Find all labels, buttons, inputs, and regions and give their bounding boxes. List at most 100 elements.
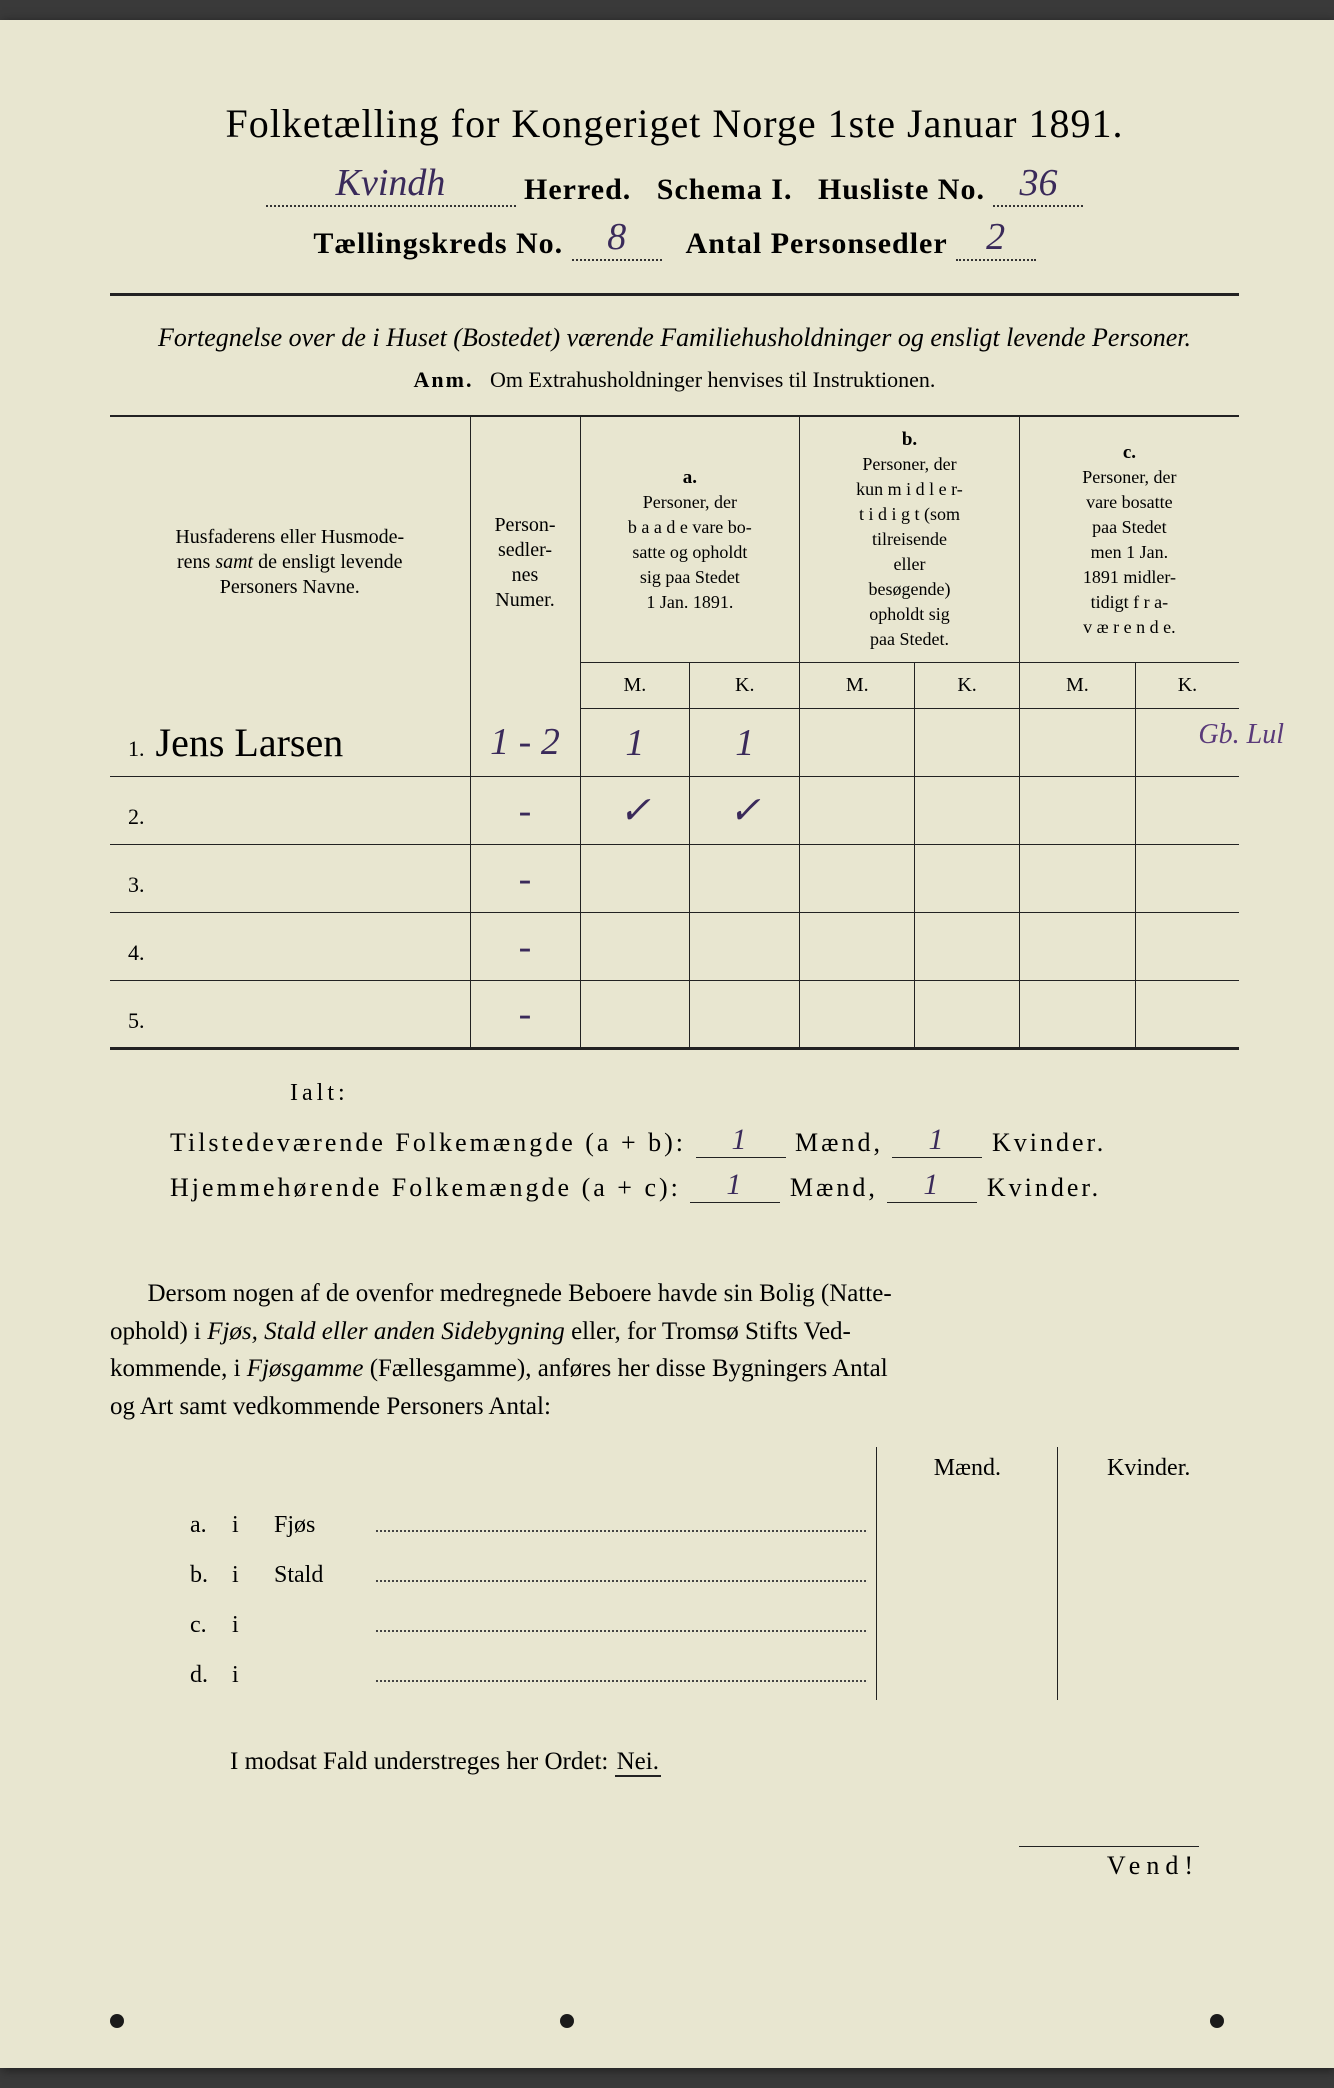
- c-k-cell: [1135, 913, 1239, 981]
- col-c-header: c. Personer, dervare bosattepaa Stedetme…: [1019, 416, 1239, 663]
- b-k-cell: [915, 777, 1019, 845]
- punch-hole: [560, 2014, 574, 2028]
- a-m-header: M.: [580, 663, 690, 709]
- row-number: 5.: [110, 981, 470, 1049]
- table-row: 1. Jens LarsenGb. Lul1 - 211: [110, 709, 1239, 777]
- row-number: 3.: [110, 845, 470, 913]
- c-m-header: M.: [1019, 663, 1135, 709]
- a-k-cell: ✓: [690, 777, 800, 845]
- numer-cell: -: [470, 777, 580, 845]
- sum-line-2: Hjemmehørende Folkemængde (a + c): 1 Mæn…: [170, 1170, 1239, 1205]
- c-k-cell: [1135, 845, 1239, 913]
- sub-label-cell: d. i: [110, 1650, 877, 1700]
- c-m-cell: [1019, 845, 1135, 913]
- c-m-cell: [1019, 913, 1135, 981]
- col-numer-header: Person-sedler-nesNumer.: [470, 416, 580, 709]
- maend-label-2: Mænd,: [790, 1173, 878, 1202]
- kreds-label: Tællingskreds No.: [313, 227, 563, 260]
- sub-label-cell: c. i: [110, 1600, 877, 1650]
- a-k-cell: [690, 981, 800, 1049]
- sub-table-row: b. i Stald: [110, 1550, 1239, 1600]
- punch-hole: [1210, 2014, 1224, 2028]
- sub-label-cell: b. i Stald: [110, 1550, 877, 1600]
- sub-blank-header: [110, 1447, 877, 1500]
- a-m-cell: [580, 845, 690, 913]
- census-table: Husfaderens eller Husmode-rens samt de e…: [110, 415, 1239, 1050]
- census-form-page: Folketælling for Kongeriget Norge 1ste J…: [0, 20, 1334, 2068]
- antal-value: 2: [986, 215, 1005, 259]
- a-m-cell: [580, 981, 690, 1049]
- schema-label: Schema I.: [657, 173, 793, 206]
- husliste-value: 36: [1019, 161, 1057, 205]
- kreds-value: 8: [607, 215, 626, 259]
- b-k-cell: [915, 845, 1019, 913]
- sub-label-cell: a. i Fjøs: [110, 1500, 877, 1550]
- b-m-cell: [800, 777, 915, 845]
- row-number: 2.: [110, 777, 470, 845]
- c-m-cell: [1019, 777, 1135, 845]
- sub-m-cell: [877, 1600, 1058, 1650]
- sub-m-cell: [877, 1550, 1058, 1600]
- b-m-cell: [800, 981, 915, 1049]
- kvinder-label: Kvinder.: [992, 1128, 1106, 1157]
- b-k-cell: [915, 709, 1019, 777]
- page-title: Folketælling for Kongeriget Norge 1ste J…: [110, 100, 1239, 147]
- husliste-label: Husliste No.: [818, 173, 985, 206]
- c-k-cell: [1135, 981, 1239, 1049]
- a-k-cell: 1: [690, 709, 800, 777]
- b-m-header: M.: [800, 663, 915, 709]
- numer-cell: 1 - 2: [470, 709, 580, 777]
- herred-label: Herred.: [524, 173, 631, 206]
- kvinder-label-2: Kvinder.: [987, 1173, 1101, 1202]
- nei-line: I modsat Fald understreges her Ordet: Ne…: [230, 1748, 1239, 1776]
- sum1-m: 1: [732, 1123, 750, 1156]
- b-k-cell: [915, 981, 1019, 1049]
- table-row: 5. -: [110, 981, 1239, 1049]
- b-k-header: K.: [915, 663, 1019, 709]
- sub-table-row: d. i: [110, 1650, 1239, 1700]
- col-names-header: Husfaderens eller Husmode-rens samt de e…: [110, 416, 470, 709]
- maend-label: Mænd,: [795, 1128, 883, 1157]
- numer-cell: -: [470, 845, 580, 913]
- sub-table: Mænd. Kvinder. a. i Fjøs b. i Stald: [110, 1447, 1239, 1700]
- sub-table-row: a. i Fjøs: [110, 1500, 1239, 1550]
- row-number: 4.: [110, 913, 470, 981]
- col-a-header: a. Personer, derb a a d e vare bo-satte …: [580, 416, 800, 663]
- numer-cell: -: [470, 913, 580, 981]
- a-m-cell: [580, 913, 690, 981]
- a-m-cell: 1: [580, 709, 690, 777]
- sub-k-cell: [1058, 1550, 1239, 1600]
- a-k-cell: [690, 913, 800, 981]
- c-k-cell: [1135, 777, 1239, 845]
- paragraph: Dersom nogen af de ovenfor medregnede Be…: [110, 1275, 1239, 1425]
- sum2-k: 1: [923, 1168, 941, 1201]
- col-b-header: b. Personer, derkun m i d l e r-t i d i …: [800, 416, 1020, 663]
- table-row: 4. -: [110, 913, 1239, 981]
- sub-k-cell: [1058, 1500, 1239, 1550]
- row-number: 1. Jens LarsenGb. Lul: [110, 709, 470, 777]
- b-k-cell: [915, 913, 1019, 981]
- sub-m-cell: [877, 1500, 1058, 1550]
- header-line-3: Tællingskreds No. 8 Antal Personsedler 2: [110, 219, 1239, 265]
- vend-label: Vend!: [1019, 1846, 1199, 1881]
- anm-text: Om Extrahusholdninger henvises til Instr…: [490, 367, 935, 392]
- herred-value: Kvindh: [336, 161, 446, 205]
- b-m-cell: [800, 845, 915, 913]
- punch-hole: [110, 2014, 124, 2028]
- header-line-2: Kvindh Herred. Schema I. Husliste No. 36: [110, 165, 1239, 211]
- b-m-cell: [800, 913, 915, 981]
- ialt-label: Ialt:: [290, 1080, 1239, 1107]
- sub-m-cell: [877, 1650, 1058, 1700]
- sum-line-1: Tilstedeværende Folkemængde (a + b): 1 M…: [170, 1125, 1239, 1160]
- nei-text: I modsat Fald understreges her Ordet:: [230, 1748, 608, 1775]
- numer-cell: -: [470, 981, 580, 1049]
- table-row: 3. -: [110, 845, 1239, 913]
- a-k-header: K.: [690, 663, 800, 709]
- table-row: 2. -✓✓: [110, 777, 1239, 845]
- divider: [110, 293, 1239, 296]
- b-m-cell: [800, 709, 915, 777]
- c-k-header: K.: [1135, 663, 1239, 709]
- a-m-cell: ✓: [580, 777, 690, 845]
- sub-maend-header: Mænd.: [877, 1447, 1058, 1500]
- sum1-k: 1: [928, 1123, 946, 1156]
